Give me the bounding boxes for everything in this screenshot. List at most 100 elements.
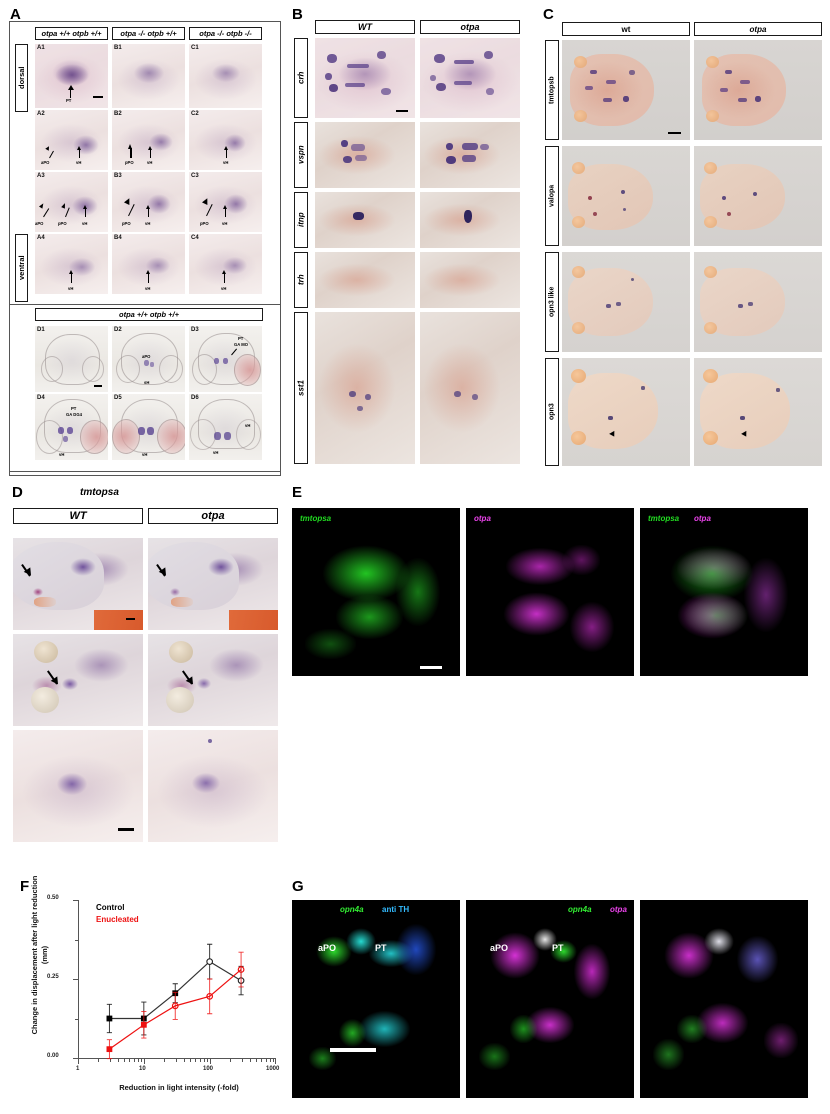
micrograph-b-vspn-wt xyxy=(315,122,415,188)
row-label-text: dorsal xyxy=(17,66,26,90)
panel-a-sections-frame xyxy=(9,304,281,472)
arrowhead-b4-vh xyxy=(146,270,150,274)
anno-b2-vh: vH xyxy=(147,160,153,165)
chart-x-minor xyxy=(203,1058,205,1062)
panel-c-col-header-0: wt xyxy=(562,22,690,36)
fluor-label-g1-opn4a: opn4a xyxy=(340,905,364,914)
panel-letter-b: B xyxy=(292,6,303,23)
row-label-text: ventral xyxy=(17,255,26,281)
chart-x-tick-10 xyxy=(144,1058,146,1064)
fluor-label-e-merge-otpa: otpa xyxy=(694,514,711,523)
section-d5 xyxy=(112,394,185,460)
anno-b3-ppo: pPO xyxy=(122,221,131,226)
arrow-c3-vh xyxy=(225,209,227,217)
micrograph-c-valopa-otpa xyxy=(694,146,822,246)
chart-x-minor xyxy=(261,1058,263,1062)
col-header-text: otpa -/- otpb -/- xyxy=(199,29,252,38)
gene-label-text: opn3 xyxy=(548,403,556,421)
micrograph-d-lateral2-otpa xyxy=(148,634,278,726)
chart-errorbar xyxy=(106,1039,113,1060)
anno-d4-pt: PT xyxy=(71,406,77,411)
micrograph-c2 xyxy=(189,110,262,170)
chart-y-minor-2 xyxy=(75,940,79,941)
anno-d2-apo: aPO xyxy=(142,354,151,359)
anno-d6-vh-2: vH xyxy=(213,450,219,455)
arrow-c4-vh xyxy=(224,274,226,283)
anno-d6-vh-1: vH xyxy=(245,423,251,428)
section-d3 xyxy=(189,326,262,392)
section-d2 xyxy=(112,326,185,392)
arrow-b2-vh xyxy=(150,150,152,158)
panel-c-gene-label-valopa: valopa xyxy=(545,146,559,246)
section-label-d2: D2 xyxy=(114,327,122,333)
chart-x-minor xyxy=(269,1058,271,1062)
scalebar-a1 xyxy=(93,96,103,98)
micrograph-b2 xyxy=(112,110,185,170)
arrow-a1-pt xyxy=(70,88,72,98)
fluor-label-g2-opn4a: opn4a xyxy=(568,905,592,914)
gene-label-text: opn3 like xyxy=(548,286,556,318)
chart-errorbar xyxy=(238,951,244,988)
section-label-d5: D5 xyxy=(114,395,122,401)
chart-errorbar xyxy=(172,991,178,1020)
chart-x-minor xyxy=(273,1058,274,1062)
anno-a3-apo: aPO xyxy=(35,221,44,226)
micrograph-label-b1: B1 xyxy=(114,45,122,51)
chart-errorbar xyxy=(141,1001,147,1036)
col-header-text: wt xyxy=(621,24,631,34)
arrow-a3-vh xyxy=(85,209,87,217)
panel-d-title: tmtopsa xyxy=(80,487,119,498)
chart-y-minor-1 xyxy=(75,1019,79,1020)
micrograph-c4 xyxy=(189,234,262,294)
micrograph-b-trh-wt xyxy=(315,252,415,308)
section-d6 xyxy=(189,394,262,460)
micrograph-a3 xyxy=(35,172,108,232)
chart-x-ticklabel-1: 10 xyxy=(139,1066,146,1072)
panel-b-gene-label-itnp: itnp xyxy=(294,192,308,248)
chart-series-line-enucleated xyxy=(109,969,242,1050)
micrograph-a2 xyxy=(35,110,108,170)
chart-x-minor xyxy=(137,1058,139,1062)
arrow-a4-vh xyxy=(71,274,73,283)
anno-d2-sh: sH xyxy=(144,380,150,385)
arrowhead-b2-ppo xyxy=(128,144,132,149)
micrograph-b-trh-otpa xyxy=(420,252,520,308)
chart-datapoint xyxy=(171,1002,179,1010)
chart-y-ticklabel-0: 0.00 xyxy=(47,1053,59,1059)
gene-label-text: crh xyxy=(296,71,306,85)
micrograph-b4 xyxy=(112,234,185,294)
col-header-text: otpa +/+ otpb +/+ xyxy=(41,29,102,38)
chart-datapoint xyxy=(172,990,179,997)
anno-d5-vh: vH xyxy=(142,452,148,457)
chart-x-minor xyxy=(195,1058,197,1062)
arrowhead-c2-vh xyxy=(224,146,228,150)
chart-x-minor xyxy=(141,1058,142,1062)
micrograph-b-sst1-wt xyxy=(315,312,415,464)
arrowhead-b3-vh xyxy=(146,205,150,209)
micrograph-label-a1: A1 xyxy=(37,45,45,51)
anno-c3-ppo: pPO xyxy=(200,221,209,226)
chart-x-minor xyxy=(249,1058,251,1062)
micrograph-label-b3: B3 xyxy=(114,173,122,179)
micrograph-b-itnp-wt xyxy=(315,192,415,248)
anno-c4-vh: vH xyxy=(221,286,227,291)
chart-x-ticklabel-3: 1000 xyxy=(266,1066,280,1072)
section-label-d6: D6 xyxy=(191,395,199,401)
anno-d4-gadg4: GA DG4 xyxy=(66,412,82,417)
chart-y-ticklabel-1: 0.25 xyxy=(47,974,59,980)
panel-b-gene-label-vspn: vspn xyxy=(294,122,308,188)
panel-c-gene-label-opn3: opn3 xyxy=(545,358,559,466)
section-label-d3: D3 xyxy=(191,327,199,333)
chart-x-minor xyxy=(129,1058,131,1062)
col-header-text: WT xyxy=(69,510,87,522)
micrograph-b-itnp-otpa xyxy=(420,192,520,248)
anno-d3-gamo: GA MO xyxy=(234,342,249,347)
fluor-label-g1-antith: anti TH xyxy=(382,905,410,914)
fluorescence-image-e-otpa xyxy=(466,508,634,676)
section-label-d1: D1 xyxy=(37,327,45,333)
fluorescence-image-e-tmtopsa xyxy=(292,508,460,676)
fluorescence-image-e-merge xyxy=(640,508,808,676)
anno-a1-pt: PT xyxy=(66,98,72,103)
gene-label-text: valopa xyxy=(548,184,556,208)
chart-x-minor xyxy=(175,1058,177,1062)
